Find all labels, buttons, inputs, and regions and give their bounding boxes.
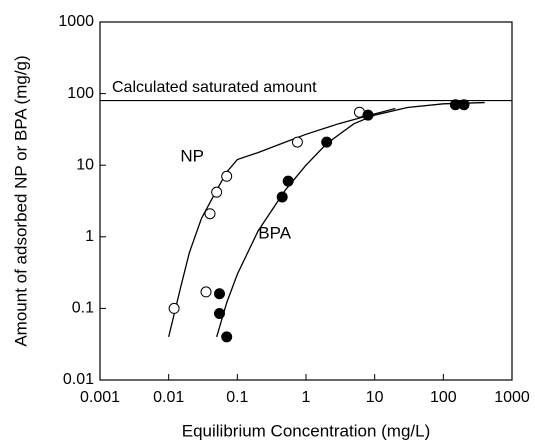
- point: [458, 99, 470, 111]
- y-tick-label: 0.01: [63, 371, 94, 388]
- y-axis-label: Amount of adsorbed NP or BPA (mg/g): [11, 55, 30, 346]
- series-label: BPA: [258, 223, 291, 242]
- fit-curve: [168, 107, 396, 338]
- point: [214, 307, 226, 319]
- point: [276, 191, 288, 203]
- y-tick-label: 1000: [58, 13, 94, 30]
- x-tick-label: 10: [366, 389, 384, 406]
- point: [221, 331, 233, 343]
- x-tick-label: 0.01: [153, 389, 184, 406]
- series-label: NP: [180, 147, 204, 166]
- point: [204, 208, 216, 220]
- reference-label: Calculated saturated amount: [112, 79, 317, 96]
- x-tick-label: 100: [430, 389, 457, 406]
- point: [362, 109, 374, 121]
- y-tick-label: 100: [67, 85, 94, 102]
- point: [168, 302, 180, 314]
- x-tick-label: 0.1: [226, 389, 248, 406]
- point: [221, 170, 233, 182]
- y-tick-label: 10: [76, 156, 94, 173]
- point: [321, 136, 333, 148]
- point: [211, 186, 223, 198]
- fit-curve: [216, 101, 485, 338]
- x-tick-label: 1000: [494, 389, 530, 406]
- point: [291, 136, 303, 148]
- point: [200, 286, 212, 298]
- x-tick-label: 0.001: [80, 389, 120, 406]
- plot-frame: [99, 21, 513, 381]
- point: [282, 175, 294, 187]
- y-tick-label: 1: [85, 228, 94, 245]
- x-tick-label: 1: [302, 389, 311, 406]
- point: [214, 288, 226, 300]
- x-axis-label: Equilibrium Concentration (mg/L): [182, 421, 431, 440]
- y-tick-label: 0.1: [72, 300, 94, 317]
